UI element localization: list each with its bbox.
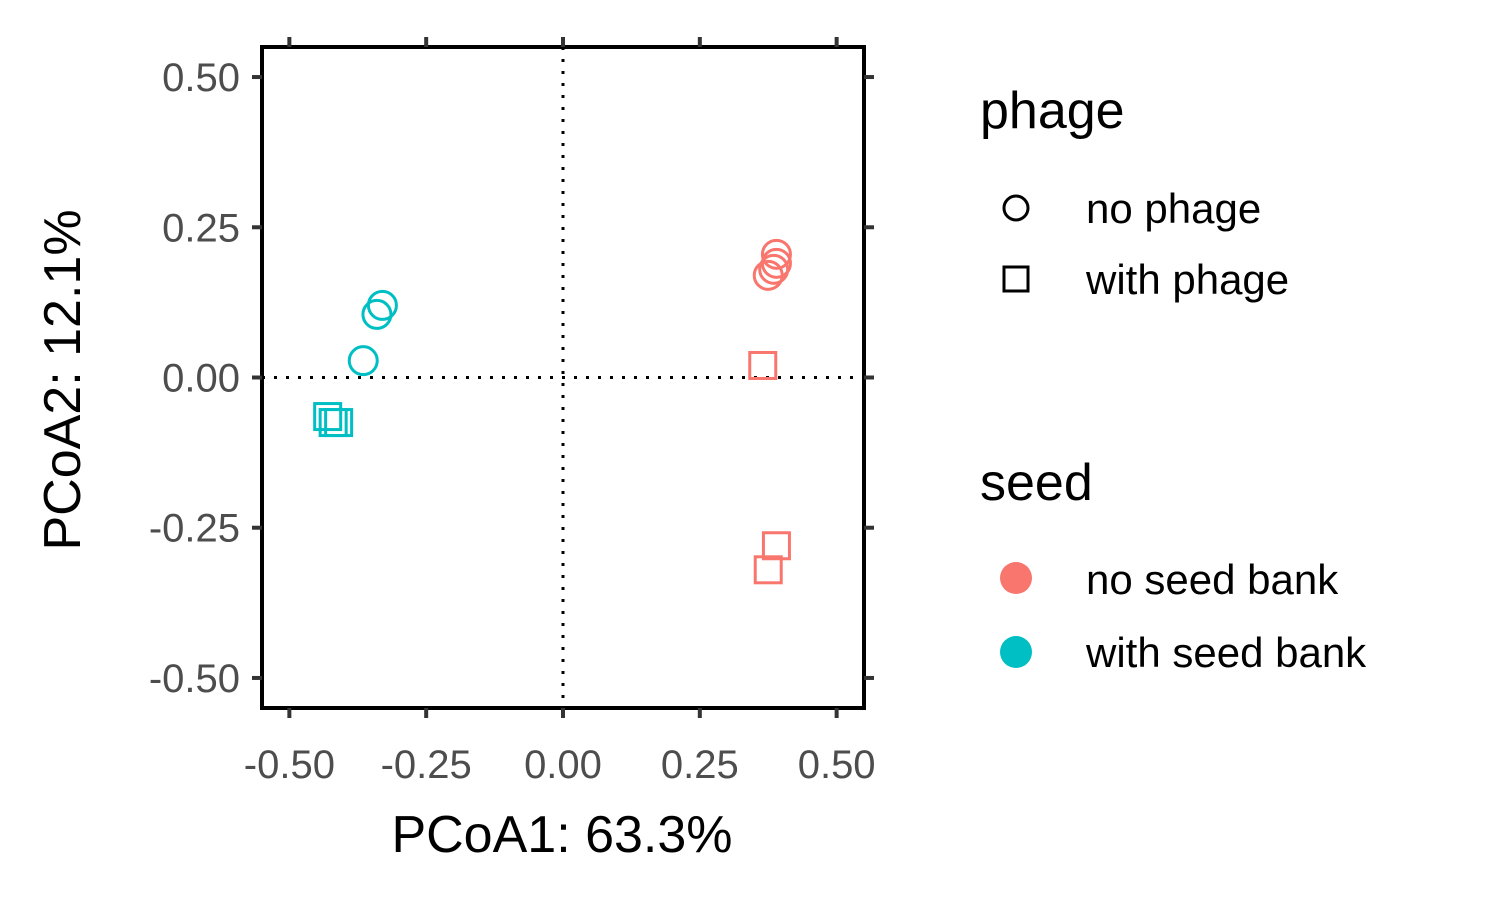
- legend-no-seed-bank-symbol: [1000, 562, 1032, 594]
- y-tick-label: -0.50: [149, 657, 240, 701]
- legend-seed-title: seed: [980, 454, 1093, 512]
- y-axis: -0.50 -0.25 0.00 0.25 0.50: [149, 56, 874, 701]
- point-circle-no-seed-bank-2: [758, 253, 790, 285]
- x-axis: -0.50 -0.25 0.00 0.25 0.50: [244, 37, 876, 787]
- y-tick-label: 0.50: [162, 56, 240, 100]
- legend-with-phage-label: with phage: [1085, 256, 1289, 303]
- y-axis-title: PCoA2: 12.1%: [34, 209, 92, 550]
- point-square-with-seed-bank-2: [324, 408, 354, 438]
- point-circle-with-seed-bank-0: [366, 289, 398, 321]
- point-square-with-seed-bank-1: [318, 408, 348, 438]
- y-tick-label: -0.25: [149, 507, 240, 551]
- point-circle-with-seed-bank-2: [347, 345, 379, 377]
- legend-no-phage-label: no phage: [1086, 185, 1261, 232]
- legend-with-seed-bank-symbol: [1000, 636, 1032, 668]
- point-circle-with-seed-bank-1: [361, 298, 393, 330]
- legend-no-seed-bank-label: no seed bank: [1086, 556, 1339, 603]
- point-square-no-seed-bank-2: [753, 555, 783, 585]
- point-square-no-seed-bank-1: [761, 531, 791, 561]
- y-tick-label: 0.25: [162, 206, 240, 250]
- x-tick-label: -0.25: [381, 743, 472, 787]
- point-square-with-seed-bank-0: [313, 402, 343, 432]
- plot-panel: [260, 45, 866, 710]
- legend-seed: seed no seed bank with seed bank: [980, 454, 1367, 676]
- point-circle-no-seed-bank-3: [752, 259, 784, 291]
- legend-with-phage-symbol: [1002, 265, 1030, 293]
- x-tick-label: 0.00: [524, 743, 602, 787]
- y-tick-label: 0.00: [162, 357, 240, 401]
- x-tick-label: -0.50: [244, 743, 335, 787]
- point-square-no-seed-bank-0: [748, 350, 778, 380]
- x-tick-label: 0.25: [661, 743, 739, 787]
- legend-phage-title: phage: [980, 82, 1125, 140]
- x-tick-label: 0.50: [798, 743, 876, 787]
- x-axis-title: PCoA1: 63.3%: [391, 806, 732, 864]
- legend-phage: phage no phage with phage: [980, 82, 1289, 303]
- legend-with-seed-bank-label: with seed bank: [1085, 629, 1367, 676]
- point-circle-no-seed-bank-0: [760, 238, 792, 270]
- legend-no-phage-symbol: [1002, 194, 1030, 222]
